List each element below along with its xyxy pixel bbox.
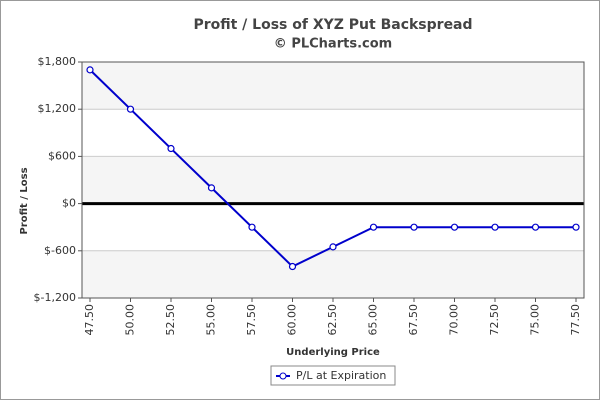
y-tick-label: $1,800: [38, 55, 77, 68]
legend-label: P/L at Expiration: [296, 369, 386, 382]
x-tick-label: 65.00: [367, 304, 380, 336]
data-point: [329, 243, 337, 251]
data-point: [450, 223, 459, 231]
x-tick-label: 70.00: [448, 304, 461, 336]
y-tick-label: $1,200: [38, 102, 77, 115]
x-tick-label: 47.50: [83, 304, 96, 336]
data-point: [86, 66, 94, 74]
band: [82, 156, 584, 204]
data-point: [248, 223, 256, 231]
x-tick-label: 55.00: [205, 304, 218, 336]
data-point: [531, 223, 540, 231]
x-tick-label: 72.50: [488, 304, 501, 336]
data-point: [491, 223, 499, 231]
legend-marker: [279, 372, 287, 380]
x-tick-label: 67.50: [407, 304, 420, 336]
data-point: [167, 144, 175, 153]
data-point: [369, 223, 378, 231]
data-point: [410, 223, 418, 231]
x-tick-label: 77.50: [569, 304, 582, 336]
x-tick-label: 75.00: [529, 304, 542, 336]
band: [82, 62, 584, 110]
chart-subtitle: © PLCharts.com: [274, 37, 392, 52]
x-axis-label: Underlying Price: [286, 347, 380, 358]
chart-title: Profit / Loss of XYZ Put Backspread: [193, 17, 472, 33]
band: [82, 250, 584, 298]
x-tick-label: 57.50: [245, 304, 258, 336]
data-point: [288, 262, 297, 271]
data-point: [572, 223, 580, 231]
legend-box: [270, 365, 396, 386]
x-tick-label: 60.00: [286, 304, 299, 336]
x-tick-label: 50.00: [124, 304, 137, 336]
y-tick-label: $-1,200: [34, 291, 76, 304]
data-point: [207, 184, 216, 192]
y-tick-label: $600: [48, 149, 76, 162]
x-tick-label: 52.50: [164, 304, 177, 336]
x-tick-label: 62.50: [326, 304, 339, 336]
data-point: [126, 105, 135, 113]
y-axis-label: Profit / Loss: [19, 167, 30, 234]
y-tick-label: $0: [62, 197, 76, 210]
y-tick-label: $-600: [44, 244, 76, 257]
